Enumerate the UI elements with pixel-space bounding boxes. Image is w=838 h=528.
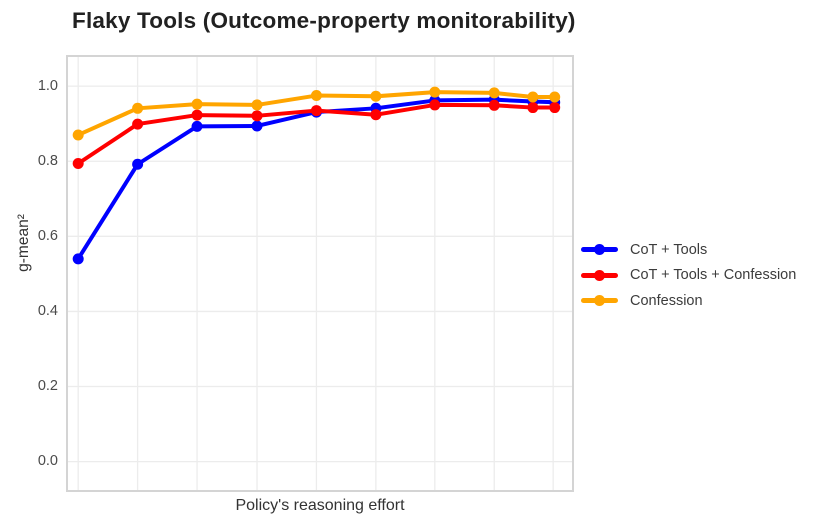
data-point — [488, 87, 500, 99]
data-point — [429, 99, 441, 111]
data-point — [549, 91, 561, 103]
y-tick-label: 0.2 — [37, 378, 58, 394]
data-point — [191, 109, 203, 121]
data-point — [72, 157, 84, 169]
legend: CoT + Tools CoT + Tools + Confession Confe… — [581, 237, 796, 314]
y-tick-label: 0.0 — [37, 453, 58, 470]
data-point — [72, 253, 84, 265]
legend-line-dot-icon — [581, 295, 618, 307]
y-tick-label: 0.8 — [37, 152, 58, 169]
data-point — [132, 102, 144, 114]
data-point — [251, 120, 263, 132]
y-axis-tick-labels: 1.0 0.8 0.6 0.4 0.2 0.0 — [0, 55, 58, 492]
x-axis-label: Policy's reasoning effort — [235, 497, 405, 514]
y-tick-label: 0.4 — [37, 302, 58, 319]
data-point — [310, 105, 322, 117]
data-point — [132, 118, 144, 130]
legend-line-dot-icon — [581, 244, 618, 256]
data-point — [132, 158, 144, 170]
data-point — [72, 129, 84, 141]
data-point — [251, 99, 263, 111]
data-point — [310, 90, 322, 102]
legend-item-0: CoT + Tools — [581, 237, 796, 263]
chart-title: Flaky Tools (Outcome-property monitorabi… — [72, 8, 576, 33]
legend-item-1: CoT + Tools + Confession — [581, 263, 796, 289]
data-point — [429, 86, 441, 98]
data-point — [191, 120, 203, 132]
series-line-1 — [76, 102, 557, 166]
data-point — [251, 110, 263, 122]
data-point — [527, 102, 539, 114]
y-tick-label: 1.0 — [37, 77, 58, 94]
plot-area — [66, 55, 574, 492]
legend-item-2: Confession — [581, 288, 796, 314]
legend-line-dot-icon — [581, 269, 618, 281]
series-line-2 — [76, 90, 557, 137]
legend-label: Confession — [630, 292, 703, 309]
data-point — [370, 90, 382, 102]
legend-label: CoT + Tools — [630, 241, 708, 258]
legend-label: CoT + Tools + Confession — [630, 267, 797, 284]
y-tick-label: 0.6 — [37, 227, 58, 244]
data-point — [191, 98, 203, 110]
plot-border — [66, 55, 574, 492]
series-line-0 — [76, 97, 557, 261]
y-axis-label: g-mean² — [15, 214, 32, 272]
data-point — [549, 102, 561, 114]
data-point — [370, 109, 382, 121]
data-point — [527, 91, 539, 103]
data-point — [488, 99, 500, 111]
